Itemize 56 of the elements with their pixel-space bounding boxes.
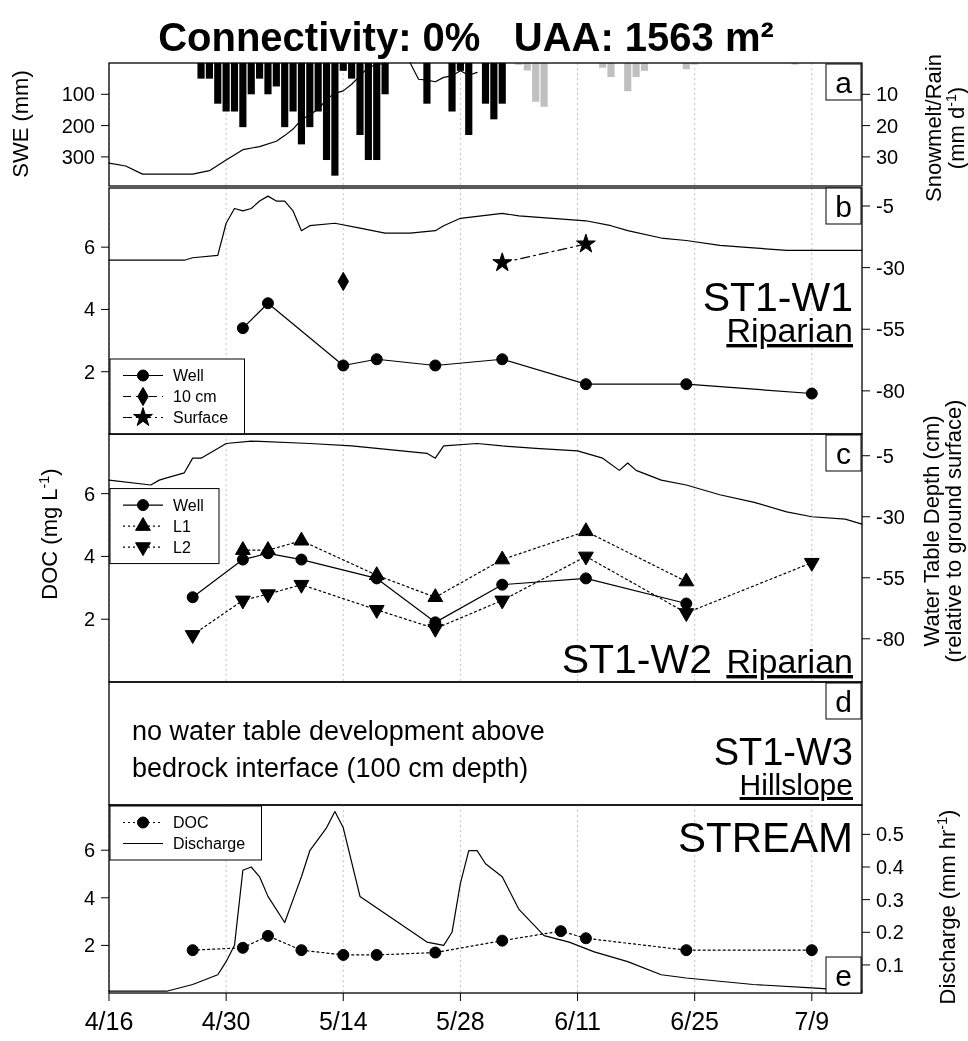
y-tick-label: 4 (83, 886, 95, 909)
legend-label: Surface (173, 409, 229, 426)
y-tick-label: 300 (61, 145, 95, 168)
annotation: Riparian (726, 311, 853, 349)
y-tick-label: 6 (83, 839, 95, 862)
y2-tick-label: -5 (876, 444, 894, 467)
y-tick-label: 200 (61, 114, 95, 137)
legend-label: Well (173, 367, 204, 384)
y2-tick-label: -30 (876, 256, 905, 279)
annotation: a (835, 65, 853, 99)
y-tick-label: 2 (83, 608, 95, 631)
y2-tick-label: 20 (876, 114, 899, 137)
y-tick-label: 6 (83, 482, 95, 505)
y2-tick-label: 0.1 (876, 953, 904, 976)
x-tick-label: 6/11 (554, 1007, 601, 1035)
annotation: Riparian (726, 642, 853, 680)
y2-tick-label: 0.4 (876, 856, 904, 879)
y2-tick-label: 30 (876, 145, 899, 168)
y-tick-label: 4 (83, 545, 95, 568)
chart-title: Connectivity: 0% UAA: 1563 m² (158, 15, 774, 59)
y2-tick-label: 0.3 (876, 888, 904, 911)
y-axis-title: SWE (mm) (8, 70, 33, 178)
y-tick-label: 2 (83, 360, 95, 383)
x-tick-label: 6/25 (670, 1007, 719, 1035)
y2-tick-label: -55 (876, 318, 905, 341)
annotation: ST1-W2 (561, 636, 712, 682)
legend-label: DOC (173, 814, 209, 831)
annotation: e (835, 958, 852, 992)
annotation: c (836, 436, 851, 470)
legend-label: L2 (173, 538, 191, 556)
y2-axis-title: Water Table Depth (cm) (relative to ground surface) (919, 399, 966, 663)
y2-tick-label: 0.2 (876, 921, 904, 944)
legend-label: Discharge (173, 835, 246, 852)
y2-tick-label: -5 (876, 194, 894, 217)
y2-tick-label: 10 (876, 83, 899, 106)
y2-tick-label: -30 (876, 505, 905, 528)
x-tick-label: 5/14 (318, 1007, 368, 1035)
text: no water table development above bedrock interface (100 cm depth) (132, 716, 545, 783)
annotation: STREAM (677, 814, 853, 861)
x-tick-label: 4/30 (201, 1007, 251, 1035)
legend-label: L1 (173, 517, 191, 535)
y-tick-label: 100 (61, 83, 95, 106)
y2-tick-label: -80 (876, 627, 905, 650)
y-tick-label: 4 (83, 298, 95, 321)
x-tick-label: 5/28 (436, 1007, 485, 1035)
x-tick-label: 4/16 (84, 1007, 134, 1035)
annotation: b (835, 189, 852, 223)
x-tick-label: 7/9 (794, 1007, 830, 1035)
legend-label: Well (173, 496, 204, 514)
y2-tick-label: -55 (876, 566, 905, 589)
y2-tick-label: 0.5 (876, 823, 904, 846)
legend-label: 10 cm (173, 388, 217, 405)
y-tick-label: 2 (83, 934, 95, 957)
text: d (835, 684, 852, 718)
y2-tick-label: -80 (876, 379, 905, 402)
y-tick-label: 6 (83, 236, 95, 259)
